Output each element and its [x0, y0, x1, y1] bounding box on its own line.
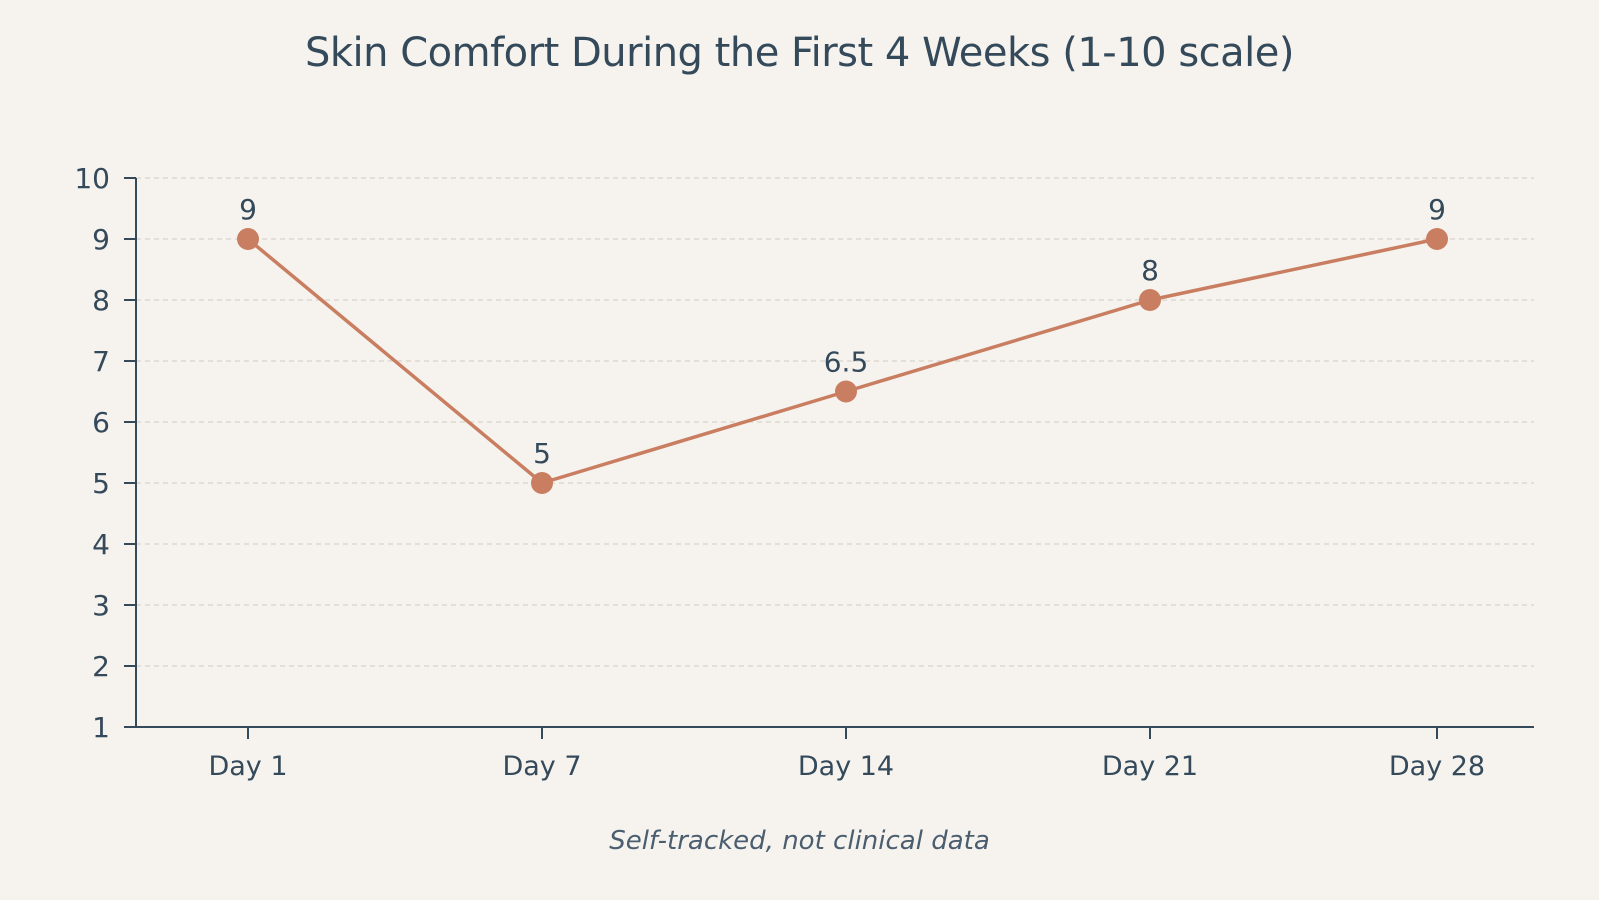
data-point — [835, 380, 857, 403]
data-point — [531, 472, 553, 494]
y-tick-label: 9 — [92, 223, 110, 256]
data-label: 6.5 — [824, 346, 869, 379]
data-point — [1139, 289, 1161, 311]
chart-note: Self-tracked, not clinical data — [609, 826, 990, 856]
x-tick-label: Day 1 — [208, 751, 287, 782]
y-tick-label: 7 — [92, 345, 110, 378]
x-tick-label: Day 21 — [1102, 751, 1198, 782]
data-label: 9 — [1428, 193, 1446, 226]
chart-title: Skin Comfort During the First 4 Weeks (1… — [304, 30, 1295, 76]
data-label: 9 — [239, 193, 257, 226]
y-tick-label: 10 — [74, 162, 110, 195]
y-tick-label: 1 — [92, 711, 110, 744]
x-tick-label: Day 14 — [798, 751, 894, 782]
data-point — [1426, 228, 1448, 250]
data-point — [237, 228, 259, 250]
data-label: 8 — [1141, 254, 1159, 287]
y-tick-label: 8 — [92, 284, 110, 317]
y-tick-label: 6 — [92, 406, 110, 439]
x-tick-label: Day 28 — [1389, 751, 1485, 782]
x-tick-label: Day 7 — [502, 751, 581, 782]
y-tick-label: 4 — [92, 528, 110, 561]
y-tick-label: 3 — [92, 589, 110, 622]
data-label: 5 — [533, 437, 551, 470]
y-tick-label: 2 — [92, 650, 110, 683]
y-tick-label: 5 — [92, 467, 110, 500]
